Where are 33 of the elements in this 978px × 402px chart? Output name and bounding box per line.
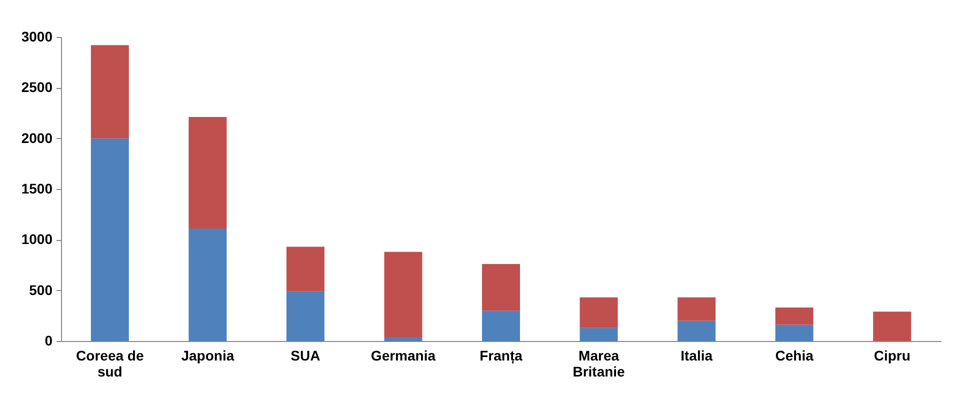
x-tick-label: Marea Britanie xyxy=(572,348,626,380)
x-tick-label: Italia xyxy=(680,348,713,364)
bar xyxy=(286,246,324,292)
y-tick-label: 3000 xyxy=(21,28,53,44)
bar xyxy=(873,312,912,341)
bar xyxy=(384,252,422,337)
y-tick-label: 1000 xyxy=(21,231,53,248)
bar xyxy=(188,228,227,341)
y-tick-label: 1500 xyxy=(21,180,53,196)
bar xyxy=(580,328,618,341)
bar xyxy=(286,291,324,341)
bar xyxy=(384,336,422,341)
x-tick-label: Cehia xyxy=(775,348,814,364)
y-tick-label: 500 xyxy=(29,282,53,298)
bar xyxy=(580,297,618,328)
y-tick-label: 2500 xyxy=(21,79,53,96)
bar xyxy=(678,297,716,321)
bar xyxy=(90,138,129,341)
x-tick-label: Germania xyxy=(370,348,436,364)
bar xyxy=(678,320,716,341)
y-tick-label: 0 xyxy=(44,332,53,348)
bar xyxy=(775,308,814,325)
bar xyxy=(482,310,520,341)
x-tick-label: Japonia xyxy=(181,348,234,364)
bar xyxy=(775,324,814,341)
x-tick-label: Franța xyxy=(480,348,523,364)
bar xyxy=(482,264,520,311)
bar xyxy=(188,117,227,229)
x-tick-label: Cipru xyxy=(874,348,910,364)
y-tick-label: 2000 xyxy=(21,130,53,146)
x-tick-label: Coreea de sud xyxy=(76,348,144,380)
bar xyxy=(90,45,129,138)
x-tick-label: SUA xyxy=(290,348,320,364)
